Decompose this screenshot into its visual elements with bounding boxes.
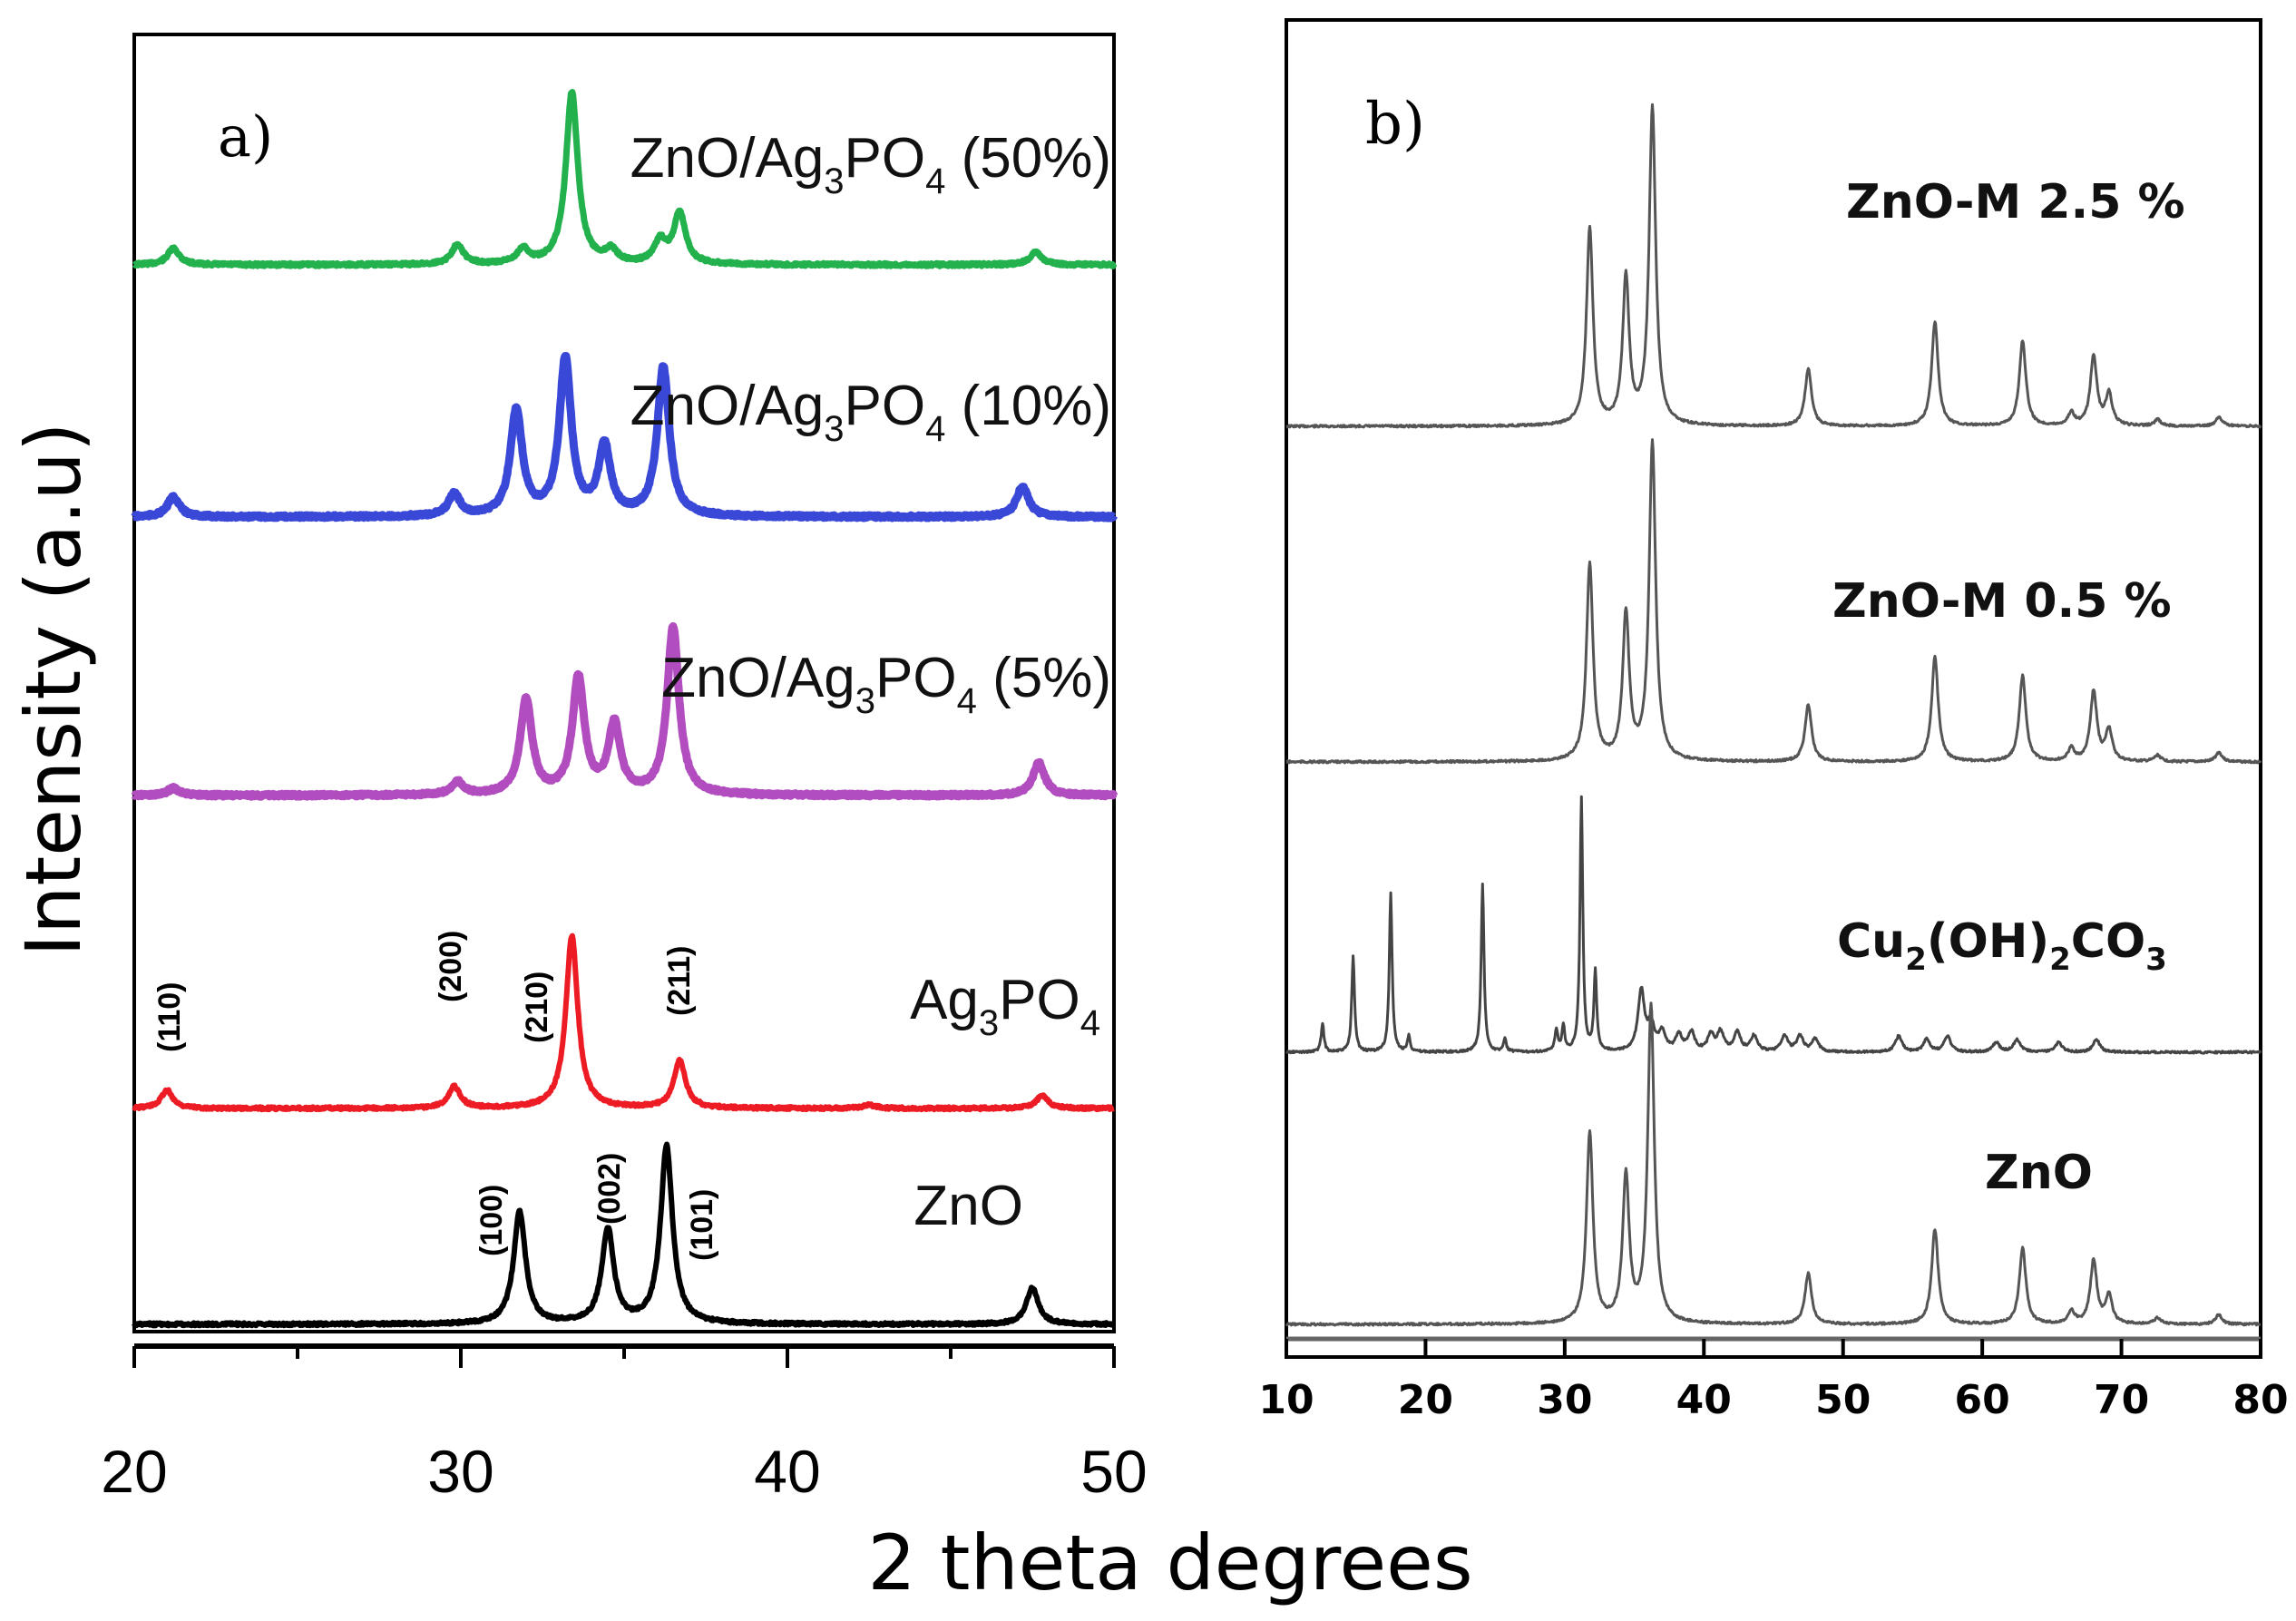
series-line-b-2 [1285, 438, 2262, 765]
series-label-zno-m-2-5: ZnO-M 2.5 % [1846, 175, 2185, 229]
x-tick-label-b-10: 10 [1258, 1377, 1314, 1423]
series-line-b-3 [1285, 795, 2262, 1055]
x-tick-label-b-40: 40 [1676, 1377, 1732, 1423]
series-label-zno-m-0-5: ZnO-M 0.5 % [1832, 574, 2172, 629]
series-label-zno-ag3po4-50: ZnO/Ag3PO4 (50%) [630, 127, 1111, 201]
panel-b-curves [1285, 103, 2262, 1327]
x-tick-label-b-80: 80 [2232, 1377, 2288, 1423]
panel-a-frame [132, 33, 1116, 1333]
x-tick-label-a-30: 30 [427, 1438, 493, 1505]
panel-b-label: b) [1365, 91, 1425, 158]
miller-index-002: (002) [592, 1153, 627, 1225]
series-line-a-2 [131, 352, 1118, 522]
series-label-zno-ag3po4-10: ZnO/Ag3PO4 (10%) [630, 375, 1111, 449]
miller-index-110: (110) [152, 982, 187, 1053]
series-line-a-1 [132, 89, 1118, 269]
panel-a-label: a) [218, 103, 273, 170]
series-line-a-5 [132, 1141, 1117, 1329]
x-tick-label-b-70: 70 [2094, 1377, 2149, 1423]
x-tick-label-b-50: 50 [1815, 1377, 1871, 1423]
miller-index-211: (211) [662, 946, 697, 1017]
series-label-ag3po4: Ag3PO4 [910, 969, 1100, 1043]
series-label-cu2oh2co3: Cu2(OH)2CO3 [1837, 914, 2167, 978]
series-label-zno-ag3po4-5: ZnO/Ag3PO4 (5%) [661, 647, 1111, 721]
x-tick-label-b-60: 60 [1955, 1377, 2010, 1423]
x-tick-label-b-20: 20 [1398, 1377, 1453, 1423]
panel-b-ticks: 10 20 30 40 50 60 70 80 [1258, 1339, 2289, 1423]
x-tick-label-a-40: 40 [754, 1438, 820, 1505]
miller-index-101: (101) [685, 1189, 719, 1261]
x-axis-title: 2 theta degrees [867, 1518, 1472, 1607]
panel-b-frame [1285, 18, 2262, 1359]
series-label-zno-b: ZnO [1985, 1146, 2093, 1200]
miller-index-210: (210) [520, 972, 554, 1043]
panel-a-ticks: 20 30 40 50 [101, 1346, 1148, 1505]
series-label-zno-a: ZnO [914, 1175, 1023, 1237]
series-line-b-1 [1285, 103, 2262, 429]
x-tick-label-b-30: 30 [1537, 1377, 1592, 1423]
series-line-a-3 [131, 622, 1119, 801]
y-axis-title: Intensity (a.u) [9, 422, 98, 956]
panel-a: a) 20 30 40 50 ZnO/Ag3PO4 (50%) ZnO/Ag3PO4 … [101, 33, 1148, 1505]
series-line-b-4 [1285, 1001, 2262, 1327]
x-tick-label-a-20: 20 [101, 1438, 167, 1505]
panel-b: b) 10 20 30 40 50 60 70 80 ZnO-M 2.5 % ZnO-M 0.… [1258, 18, 2289, 1423]
x-tick-label-a-50: 50 [1080, 1438, 1147, 1505]
series-line-a-4 [132, 933, 1117, 1113]
miller-index-200: (200) [434, 931, 468, 1002]
panel-a-curves [131, 89, 1119, 1329]
miller-index-100: (100) [474, 1185, 509, 1256]
